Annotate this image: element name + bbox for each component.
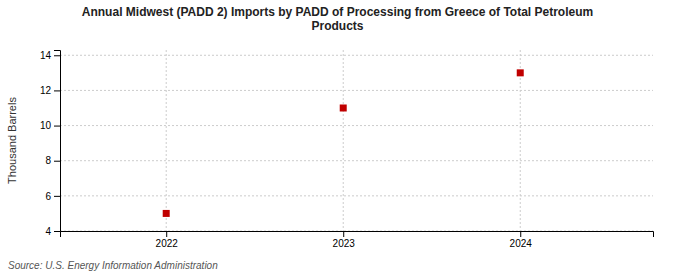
x-tick-label: 2022	[156, 238, 179, 249]
grid-line-x	[343, 50, 344, 231]
y-tick: 10	[40, 120, 60, 131]
x-tick-mark	[520, 231, 521, 237]
y-tick-label: 6	[45, 191, 51, 202]
y-tick-mark	[54, 126, 60, 127]
title-line: Annual Midwest (PADD 2) Imports by PADD …	[82, 5, 593, 19]
point	[340, 104, 347, 111]
y-tick-label: 12	[40, 85, 52, 96]
grid	[60, 50, 653, 231]
grid-line-y	[60, 90, 653, 91]
points	[163, 69, 524, 217]
title: Annual Midwest (PADD 2) Imports by PADD …	[82, 5, 593, 33]
x-tick-mark	[166, 231, 167, 237]
grid-line-x	[166, 50, 167, 231]
y-tick-mark	[54, 161, 60, 162]
y-tick: 6	[45, 191, 60, 202]
grid-line-x	[520, 50, 521, 231]
y-axis-title: Thousand Barrels	[6, 97, 18, 184]
grid-line-y	[60, 125, 653, 126]
y-axis-line	[54, 51, 61, 232]
x-tick-label: 2024	[510, 238, 533, 249]
y-tick-label: 4	[45, 226, 51, 237]
grid-line-y	[60, 55, 653, 56]
y-tick: 4	[45, 226, 60, 237]
point	[517, 69, 524, 76]
x-tick-label: 2023	[333, 238, 356, 249]
x-axis-line	[61, 232, 654, 238]
grid-line-y	[60, 195, 653, 196]
point	[163, 210, 170, 217]
y-tick-mark	[54, 90, 60, 91]
x-axis: 2022 2023 2024	[61, 231, 654, 249]
chart-svg: Annual Midwest (PADD 2) Imports by PADD …	[0, 0, 675, 275]
y-tick: 14	[40, 50, 60, 61]
y-axis: 4 6 8 10 12 14	[40, 50, 61, 237]
x-tick-mark	[343, 231, 344, 237]
y-tick-mark	[54, 196, 60, 197]
x-tick: 2022	[156, 231, 179, 249]
chart-container: Annual Midwest (PADD 2) Imports by PADD …	[0, 0, 675, 275]
x-tick: 2024	[510, 231, 533, 249]
y-tick: 12	[40, 85, 60, 96]
y-tick-label: 14	[40, 50, 52, 61]
y-tick-mark	[54, 231, 60, 232]
title-line: Products	[311, 19, 363, 33]
x-tick: 2023	[333, 231, 356, 249]
grid-line-y	[60, 160, 653, 161]
plot-area: 2022 2023 2024 4 6 8 10 12 14	[40, 50, 654, 249]
y-tick-mark	[54, 55, 60, 56]
y-tick-label: 8	[45, 155, 51, 166]
y-tick-label: 10	[40, 120, 52, 131]
source-note: Source: U.S. Energy Information Administ…	[8, 260, 218, 271]
y-tick: 8	[45, 155, 60, 166]
